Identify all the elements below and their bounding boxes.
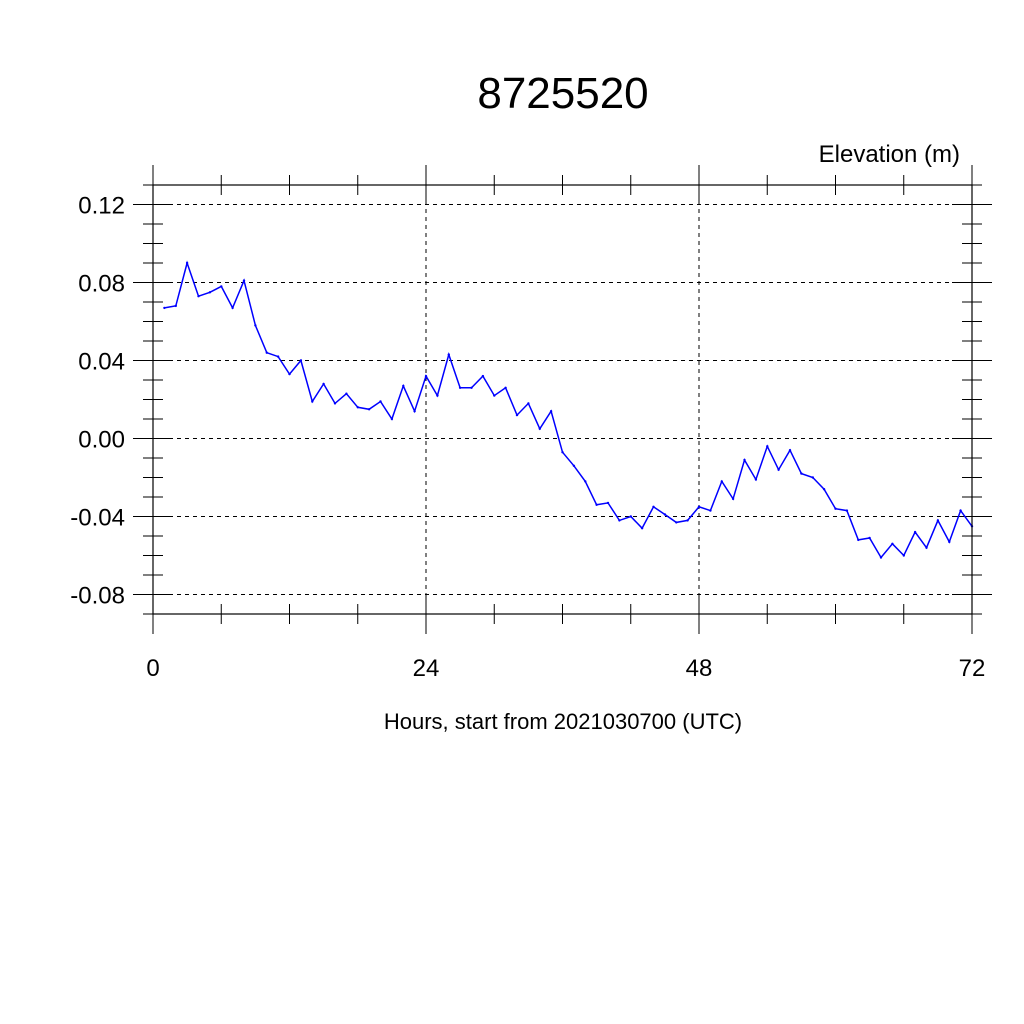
y-tick-label: -0.04 [70, 505, 125, 532]
data-point [743, 458, 746, 462]
x-tick-label: 24 [413, 655, 440, 682]
tick-labels: -0.08 -0.04 0.00 0.04 0.08 0.12 0 24 48 72 [70, 193, 985, 683]
chart-title: 8725520 [477, 69, 648, 118]
data-point [220, 285, 223, 288]
data-point [936, 519, 940, 522]
data-point [379, 400, 382, 403]
data-point [834, 507, 837, 510]
data-point [959, 509, 962, 512]
data-point [925, 546, 928, 549]
data-point [333, 402, 337, 405]
data-point [731, 497, 735, 501]
data-point [413, 410, 416, 413]
data-point [390, 417, 394, 421]
data-point [288, 372, 291, 376]
x-tick-label: 48 [686, 655, 713, 682]
data-point [595, 503, 598, 506]
data-point [402, 384, 405, 388]
data-point [709, 509, 712, 512]
data-point [663, 513, 667, 516]
data-point [515, 413, 519, 417]
data-point [845, 509, 849, 512]
data-point [777, 468, 780, 471]
x-tick-label: 72 [959, 655, 986, 682]
data-point [322, 382, 325, 386]
data-point [242, 279, 246, 282]
data-point [618, 519, 621, 522]
data-point [652, 505, 655, 508]
data-point [197, 295, 200, 298]
data-point [857, 538, 860, 542]
y-tick-label: 0.04 [78, 349, 125, 376]
data-point [675, 521, 678, 524]
data-point [811, 476, 814, 479]
data-point [720, 480, 723, 483]
data-point [629, 515, 632, 518]
data-point [822, 488, 826, 491]
data-point [208, 291, 212, 294]
data-point [265, 351, 268, 354]
data-point [174, 304, 177, 308]
data-point [527, 402, 530, 405]
data-point [356, 406, 359, 409]
data-point [470, 386, 473, 389]
data-point [766, 445, 769, 448]
y-axis-label: Elevation (m) [819, 141, 960, 168]
data-point [913, 530, 917, 534]
data-point [458, 386, 462, 389]
data-point [311, 400, 314, 403]
data-point [584, 480, 587, 483]
data-point [800, 472, 803, 475]
y-tick-label: 0.08 [78, 271, 125, 298]
gridlines [153, 185, 972, 614]
y-tick-label: 0.00 [78, 427, 125, 454]
data-point [345, 392, 348, 395]
data-point [276, 355, 280, 358]
series-line [164, 260, 973, 559]
x-axis-label: Hours, start from 2021030700 (UTC) [384, 709, 742, 734]
data-point [640, 527, 644, 530]
data-point [572, 464, 576, 467]
data-point [697, 505, 701, 508]
data-point [902, 554, 905, 557]
y-tick-label: 0.12 [78, 193, 125, 220]
data-point [424, 374, 428, 378]
data-point [163, 306, 166, 310]
axis-ticks [133, 165, 992, 634]
data-point [948, 540, 951, 544]
data-point [538, 427, 541, 430]
series-layer [163, 260, 974, 559]
data-point [436, 394, 439, 397]
y-tick-label: -0.08 [70, 583, 125, 610]
data-point [879, 556, 883, 559]
data-point [231, 306, 234, 310]
data-point [686, 519, 689, 522]
data-point [606, 501, 610, 505]
data-point [447, 353, 450, 356]
data-point [299, 359, 303, 362]
data-point [868, 536, 871, 540]
x-tick-label: 0 [146, 655, 159, 682]
data-point [754, 478, 758, 481]
data-point [891, 542, 894, 545]
plot-frame [152, 184, 973, 615]
data-point [549, 410, 553, 413]
data-point [788, 449, 792, 452]
data-point [493, 394, 496, 397]
data-point [504, 386, 507, 389]
data-point [481, 374, 485, 378]
data-point [561, 451, 564, 454]
data-point [367, 408, 371, 411]
data-point [254, 324, 257, 327]
data-point [185, 261, 189, 265]
